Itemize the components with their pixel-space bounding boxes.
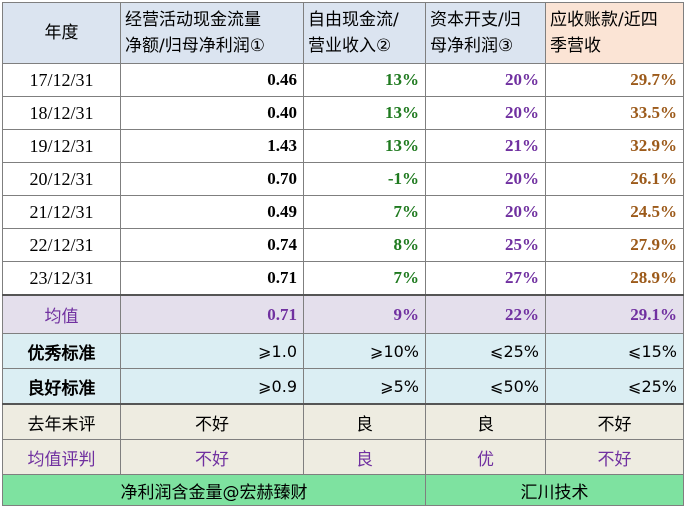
header-fcf-ratio: 自由现金流/营业收入② [303, 2, 426, 64]
row-capex-ratio: 25% [425, 228, 546, 262]
row-receivables-ratio: 27.9% [545, 228, 684, 262]
avg-judge-v1: 不好 [120, 439, 304, 475]
row-receivables-ratio: 26.1% [545, 162, 684, 196]
row-fcf-ratio: 7% [303, 261, 426, 296]
header-receivables-ratio-text: 应收账款/近四 季营收 [550, 10, 658, 56]
header-year: 年度 [2, 2, 121, 64]
row-date: 18/12/31 [2, 96, 121, 130]
row-date: 17/12/31 [2, 63, 121, 97]
last-year-v4: 不好 [545, 403, 684, 440]
row-fcf-ratio: -1% [303, 162, 426, 196]
row-date: 22/12/31 [2, 228, 121, 262]
last-year-row: 去年末评 不好 良 良 不好 [2, 403, 684, 440]
average-v3: 22% [425, 294, 546, 334]
row-capex-ratio: 20% [425, 195, 546, 229]
table-row: 20/12/31 0.70 -1% 20% 26.1% [2, 162, 684, 196]
last-year-label: 去年末评 [2, 403, 121, 440]
row-date: 19/12/31 [2, 129, 121, 163]
avg-judge-v2: 良 [303, 439, 426, 475]
average-v4: 29.1% [545, 294, 684, 334]
avg-judge-v3: 优 [425, 439, 546, 475]
row-ocf-ratio: 0.46 [120, 63, 304, 97]
row-ocf-ratio: 0.70 [120, 162, 304, 196]
last-year-v2: 良 [303, 403, 426, 440]
row-ocf-ratio: 1.43 [120, 129, 304, 163]
row-receivables-ratio: 24.5% [545, 195, 684, 229]
row-capex-ratio: 20% [425, 63, 546, 97]
row-fcf-ratio: 13% [303, 96, 426, 130]
table-row: 21/12/31 0.49 7% 20% 24.5% [2, 195, 684, 229]
average-row: 均值 0.71 9% 22% 29.1% [2, 294, 684, 334]
row-fcf-ratio: 13% [303, 63, 426, 97]
row-ocf-ratio: 0.40 [120, 96, 304, 130]
table-row: 19/12/31 1.43 13% 21% 32.9% [2, 129, 684, 163]
good-v4: ⩽25% [545, 368, 684, 405]
excellent-label: 优秀标准 [2, 333, 121, 369]
row-capex-ratio: 21% [425, 129, 546, 163]
metrics-table: 年度 经营活动现金流量 净额/归母净利润① 自由现金流/营业收入② 资本开支/归母… [2, 2, 684, 506]
avg-judge-v4: 不好 [545, 439, 684, 475]
excellent-v2: ⩾10% [303, 333, 426, 369]
table-row: 22/12/31 0.74 8% 25% 27.9% [2, 228, 684, 262]
row-fcf-ratio: 13% [303, 129, 426, 163]
row-receivables-ratio: 29.7% [545, 63, 684, 97]
average-label: 均值 [2, 294, 121, 334]
header-capex-ratio-text: 资本开支/归 母净利润③ [430, 10, 521, 56]
good-row: 良好标准 ⩾0.9 ⩾5% ⩽50% ⩽25% [2, 368, 684, 405]
row-ocf-ratio: 0.71 [120, 261, 304, 296]
table-row: 18/12/31 0.40 13% 20% 33.5% [2, 96, 684, 130]
avg-judge-label: 均值评判 [2, 439, 121, 475]
footer-row: 净利润含金量@宏赫臻财 汇川技术 [2, 474, 684, 506]
row-capex-ratio: 20% [425, 96, 546, 130]
excellent-v3: ⩽25% [425, 333, 546, 369]
table-row: 17/12/31 0.46 13% 20% 29.7% [2, 63, 684, 97]
row-receivables-ratio: 28.9% [545, 261, 684, 296]
row-receivables-ratio: 32.9% [545, 129, 684, 163]
row-receivables-ratio: 33.5% [545, 96, 684, 130]
table-row: 23/12/31 0.71 7% 27% 28.9% [2, 261, 684, 296]
row-ocf-ratio: 0.74 [120, 228, 304, 262]
excellent-v1: ⩾1.0 [120, 333, 304, 369]
average-v2: 9% [303, 294, 426, 334]
row-date: 20/12/31 [2, 162, 121, 196]
good-v1: ⩾0.9 [120, 368, 304, 405]
footer-right: 汇川技术 [425, 474, 684, 506]
row-fcf-ratio: 7% [303, 195, 426, 229]
header-capex-ratio: 资本开支/归 母净利润③ [425, 2, 546, 64]
row-ocf-ratio: 0.49 [120, 195, 304, 229]
last-year-v3: 良 [425, 403, 546, 440]
excellent-v4: ⩽15% [545, 333, 684, 369]
average-judgement-row: 均值评判 不好 良 优 不好 [2, 439, 684, 475]
row-capex-ratio: 27% [425, 261, 546, 296]
good-v3: ⩽50% [425, 368, 546, 405]
header-receivables-ratio: 应收账款/近四 季营收 [545, 2, 684, 64]
header-ocf-ratio: 经营活动现金流量 净额/归母净利润① [120, 2, 304, 64]
header-row: 年度 经营活动现金流量 净额/归母净利润① 自由现金流/营业收入② 资本开支/归母… [2, 2, 684, 64]
row-capex-ratio: 20% [425, 162, 546, 196]
row-date: 21/12/31 [2, 195, 121, 229]
excellent-row: 优秀标准 ⩾1.0 ⩾10% ⩽25% ⩽15% [2, 333, 684, 369]
header-ocf-ratio-text: 经营活动现金流量 净额/归母净利润① [125, 10, 265, 56]
good-label: 良好标准 [2, 368, 121, 405]
last-year-v1: 不好 [120, 403, 304, 440]
footer-left: 净利润含金量@宏赫臻财 [2, 474, 426, 506]
row-fcf-ratio: 8% [303, 228, 426, 262]
row-date: 23/12/31 [2, 261, 121, 296]
header-fcf-ratio-text: 自由现金流/营业收入② [308, 10, 399, 56]
good-v2: ⩾5% [303, 368, 426, 405]
average-v1: 0.71 [120, 294, 304, 334]
